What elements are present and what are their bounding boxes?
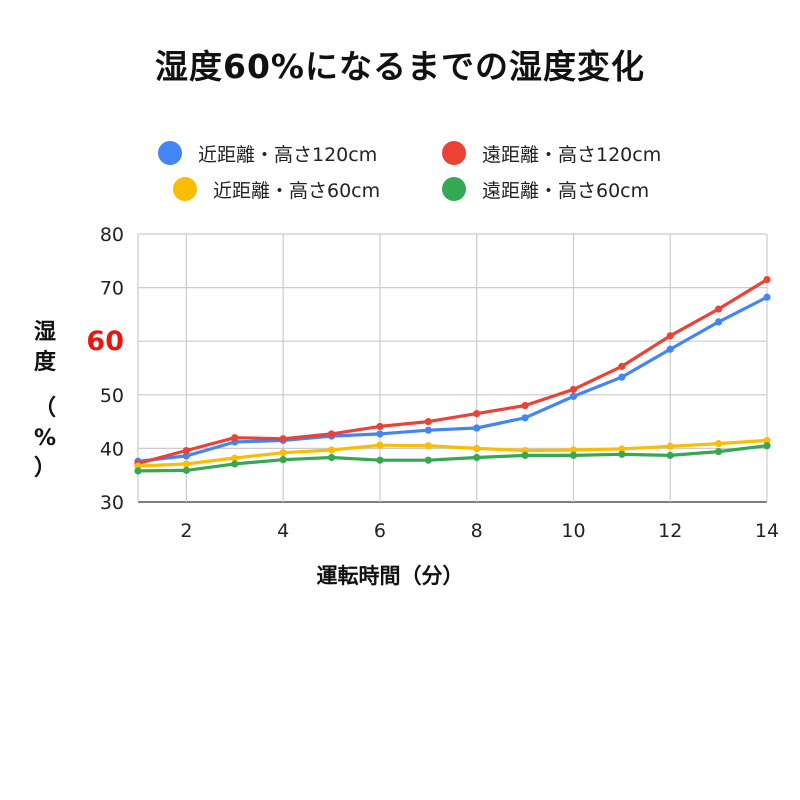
legend-item-near-60: 近距離・高さ60cm (173, 174, 380, 204)
legend-label: 遠距離・高さ60cm (482, 179, 650, 202)
data-point (763, 293, 771, 301)
y-tick-label: 70 (100, 278, 124, 300)
legend-label: 近距離・高さ120cm (198, 143, 378, 166)
legend-label: 遠距離・高さ120cm (482, 143, 662, 166)
y-axis-label: 湿 度 （ % ） (28, 318, 62, 484)
data-point (279, 449, 287, 457)
data-point (569, 451, 578, 459)
data-point (327, 430, 336, 438)
data-point (279, 435, 287, 443)
x-tick-label: 8 (471, 520, 483, 542)
data-point (521, 414, 529, 422)
data-point (376, 430, 384, 438)
data-point (424, 426, 432, 434)
y-axis-label-char: （ (33, 396, 56, 421)
data-point (376, 422, 384, 431)
data-point (327, 453, 336, 462)
data-point (327, 446, 336, 454)
data-point (618, 445, 626, 453)
data-point (473, 453, 481, 462)
data-point (182, 460, 190, 468)
data-point (473, 409, 481, 418)
data-point (231, 434, 239, 442)
data-point (618, 373, 626, 381)
x-tick-label: 10 (561, 520, 585, 542)
data-point (231, 460, 239, 468)
y-tick-label: 50 (100, 385, 124, 407)
y-tick-label: 60 (86, 326, 124, 357)
data-point (182, 446, 190, 455)
series-line-1 (136, 295, 769, 463)
legend-dot-icon (173, 177, 197, 201)
data-point (473, 424, 481, 432)
data-point (376, 441, 384, 449)
legend-dot-icon (158, 141, 182, 165)
data-point (666, 442, 674, 450)
legend-item-far-60: 遠距離・高さ60cm (442, 174, 649, 204)
y-axis-label-char: 湿 (33, 320, 56, 345)
data-point (715, 318, 723, 326)
y-axis-label-char: ） (33, 456, 56, 481)
y-axis-label-char: % (33, 426, 57, 451)
x-tick-label: 4 (277, 520, 289, 542)
data-point (763, 442, 771, 450)
data-point (763, 436, 771, 444)
data-point (569, 385, 578, 394)
series-line-2 (136, 278, 769, 465)
legend-item-far-120: 遠距離・高さ120cm (442, 138, 661, 168)
series-line-3 (136, 438, 769, 468)
data-point (279, 456, 287, 464)
data-point (376, 456, 384, 464)
data-point (666, 345, 674, 353)
y-tick-label: 40 (100, 438, 124, 460)
x-tick-label: 6 (374, 520, 386, 542)
data-point (618, 450, 626, 458)
data-point (763, 275, 771, 284)
data-point (569, 392, 578, 401)
data-point (521, 401, 529, 410)
data-point (715, 439, 723, 448)
legend-dot-icon (442, 141, 466, 165)
data-point (231, 454, 239, 462)
x-axis-label: 運転時間（分） (317, 564, 464, 588)
data-point (569, 446, 578, 454)
x-tick-label: 2 (180, 520, 192, 542)
series-line-4 (136, 444, 769, 473)
data-point (182, 466, 190, 474)
data-point (134, 467, 142, 475)
data-point (666, 332, 674, 340)
y-axis-label-char: 度 (33, 350, 56, 375)
data-point (424, 442, 432, 450)
chart-title: 湿度60%になるまでの湿度変化 (155, 47, 645, 86)
y-tick-label: 80 (100, 224, 124, 246)
data-point (618, 362, 626, 370)
y-tick-label: 30 (100, 492, 124, 514)
x-tick-label: 14 (755, 520, 779, 542)
data-point (473, 444, 481, 452)
data-point (715, 305, 723, 313)
data-point (715, 448, 723, 456)
data-point (521, 451, 529, 459)
data-point (666, 451, 674, 459)
legend-dot-icon (442, 177, 466, 201)
data-point (424, 456, 432, 464)
legend-item-near-120: 近距離・高さ120cm (158, 138, 377, 168)
data-point (424, 418, 432, 426)
data-point (182, 452, 190, 460)
legend-label: 近距離・高さ60cm (213, 179, 381, 202)
x-tick-label: 12 (658, 520, 682, 542)
